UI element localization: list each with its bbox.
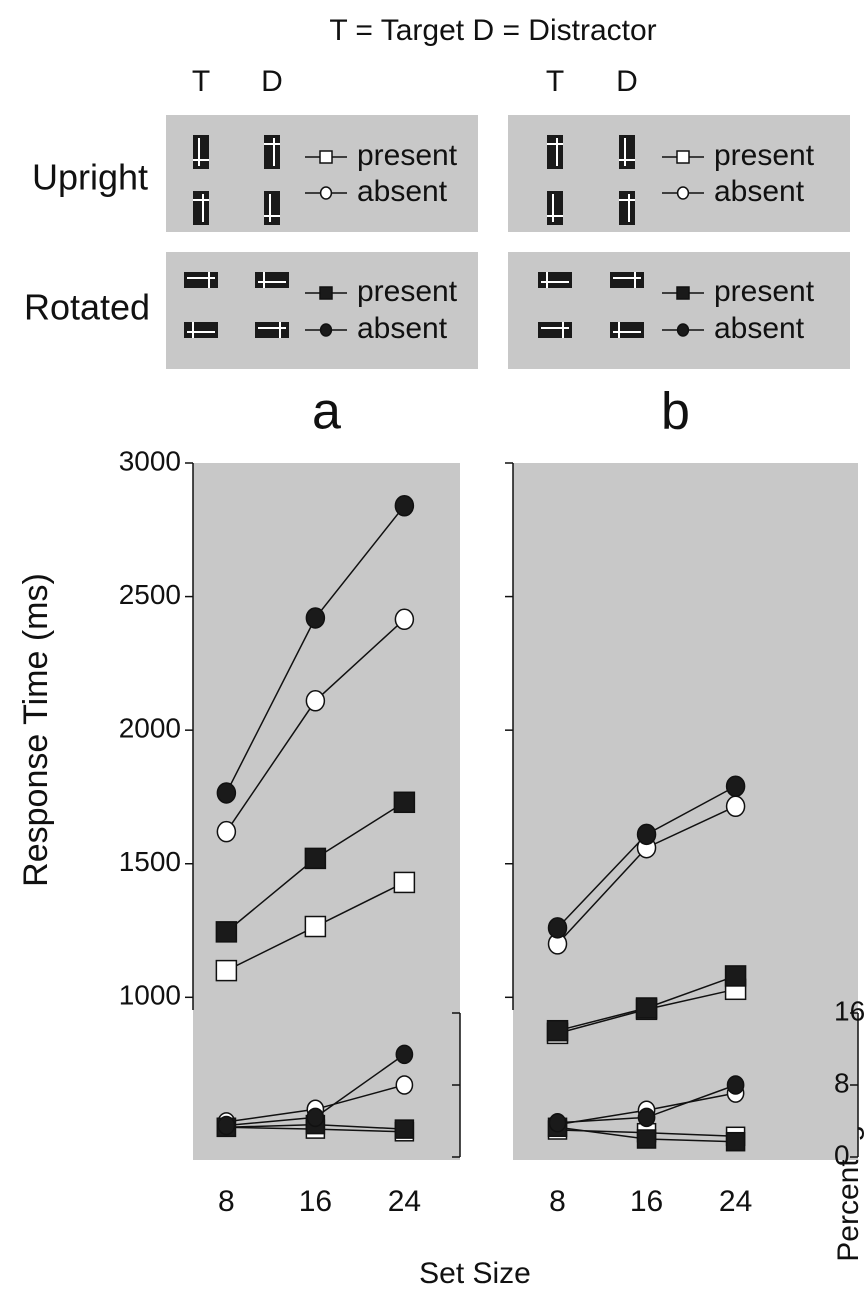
stimulus-icon — [255, 272, 289, 288]
error-marker — [217, 1115, 236, 1136]
panel-label: a — [312, 383, 341, 441]
legend-marker — [319, 150, 333, 164]
rt-marker — [635, 997, 658, 1019]
legend-box — [166, 252, 478, 369]
x-axis-label: Set Size — [419, 1257, 531, 1290]
rt-marker — [724, 965, 747, 987]
y2-tick-label: 16 — [834, 995, 865, 1026]
rt-marker — [393, 791, 416, 814]
y2-tick-label: 0 — [834, 1139, 850, 1170]
legend-marker — [676, 186, 690, 200]
stimulus-icon — [255, 322, 289, 338]
row-label: Rotated — [24, 287, 150, 328]
legend-box — [166, 115, 478, 232]
y-tick-label: 1000 — [119, 980, 181, 1011]
rt-marker — [725, 775, 746, 798]
stimulus-icon — [610, 322, 644, 338]
legend-marker — [676, 323, 690, 337]
stimulus-icon — [193, 135, 209, 169]
legend-box — [508, 115, 850, 232]
error-marker — [395, 1044, 414, 1065]
legend-marker — [319, 186, 333, 200]
x-tick-label: 16 — [630, 1185, 663, 1218]
x-tick-label: 24 — [388, 1185, 421, 1218]
error-marker — [395, 1075, 414, 1095]
stimulus-icon — [547, 135, 563, 169]
rt-marker — [215, 959, 238, 982]
plot-background — [193, 463, 460, 1160]
row-label: Upright — [32, 157, 148, 198]
legend-marker — [319, 286, 333, 300]
legend-label: absent — [714, 175, 805, 208]
column-header: T — [546, 65, 564, 98]
panel-label: b — [661, 383, 690, 441]
y-axis-label: Response Time (ms) — [17, 573, 55, 887]
x-tick-label: 8 — [218, 1185, 235, 1218]
legend-label: absent — [357, 175, 448, 208]
error-marker — [725, 1131, 746, 1152]
y-tick-label: 3000 — [119, 445, 181, 476]
legend-label: present — [714, 275, 815, 308]
rt-marker — [304, 847, 327, 870]
column-header: D — [261, 65, 283, 98]
error-marker — [637, 1107, 656, 1128]
stimulus-icon — [264, 135, 280, 169]
rt-marker — [216, 820, 237, 843]
rt-marker — [546, 1019, 569, 1042]
rt-marker — [305, 690, 326, 712]
x-tick-label: 24 — [719, 1185, 752, 1218]
stimulus-icon — [264, 191, 280, 225]
error-marker — [548, 1113, 567, 1133]
error-marker — [636, 1129, 657, 1149]
error-marker — [726, 1075, 745, 1095]
stimulus-icon — [610, 272, 644, 288]
rt-marker — [305, 607, 326, 629]
y-tick-label: 2500 — [119, 579, 181, 610]
stimulus-icon — [538, 272, 572, 288]
x-tick-label: 8 — [549, 1185, 566, 1218]
rt-marker — [304, 915, 327, 938]
rt-marker — [393, 871, 416, 894]
legend-key: T = Target D = Distractor — [329, 14, 656, 47]
stimulus-icon — [193, 191, 209, 225]
rt-marker — [215, 921, 238, 943]
stimulus-icon — [538, 322, 572, 338]
rt-marker — [547, 917, 568, 939]
error-marker — [306, 1107, 325, 1128]
column-header: T — [192, 65, 210, 98]
legend-marker — [319, 323, 333, 337]
legend-label: absent — [714, 312, 805, 345]
legend-marker — [676, 286, 690, 300]
stimulus-icon — [184, 272, 218, 288]
rt-marker — [725, 795, 746, 818]
x-tick-label: 16 — [299, 1185, 332, 1218]
rt-marker — [636, 823, 657, 846]
legend-label: present — [714, 139, 815, 172]
stimulus-icon — [619, 135, 635, 169]
column-header: D — [616, 65, 638, 98]
legend-label: absent — [357, 312, 448, 345]
y-tick-label: 1500 — [119, 846, 181, 877]
legend-marker — [676, 150, 690, 164]
legend-label: present — [357, 275, 458, 308]
legend-box — [508, 252, 850, 369]
rt-marker — [216, 782, 237, 804]
legend-label: present — [357, 139, 458, 172]
plot-background — [513, 463, 858, 1160]
stimulus-icon — [184, 322, 218, 338]
rt-marker — [394, 494, 415, 517]
error-marker — [394, 1119, 415, 1139]
rt-marker — [394, 608, 415, 631]
stimulus-icon — [547, 191, 563, 225]
stimulus-icon — [619, 191, 635, 225]
y2-tick-label: 8 — [834, 1067, 850, 1098]
y-tick-label: 2000 — [119, 713, 181, 744]
